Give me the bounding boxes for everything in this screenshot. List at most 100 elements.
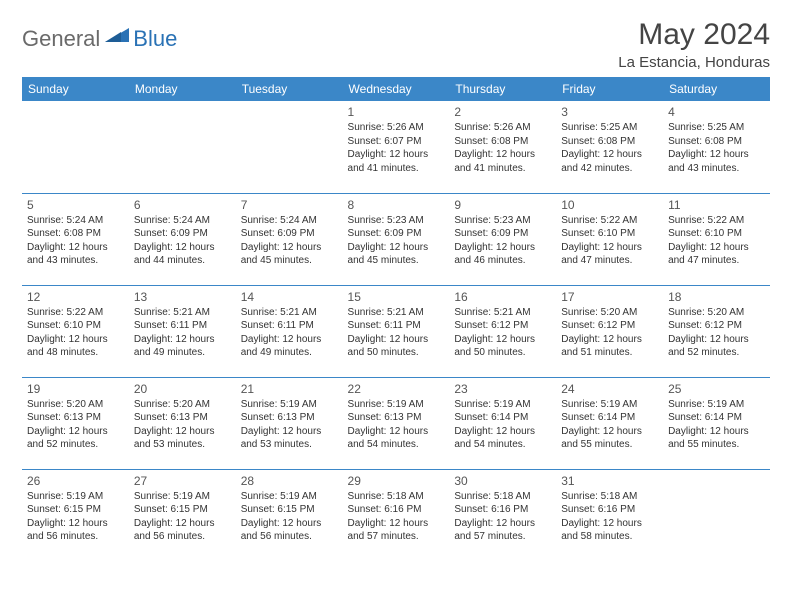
sunrise-line: Sunrise: 5:22 AM	[668, 214, 765, 228]
day-number: 11	[668, 198, 765, 212]
calendar-row: 26Sunrise: 5:19 AMSunset: 6:15 PMDayligh…	[22, 469, 770, 561]
sunset-line: Sunset: 6:07 PM	[348, 135, 445, 149]
day-details: Sunrise: 5:26 AMSunset: 6:08 PMDaylight:…	[454, 121, 551, 175]
daylight-line: Daylight: 12 hours and 41 minutes.	[348, 148, 445, 175]
day-details: Sunrise: 5:19 AMSunset: 6:15 PMDaylight:…	[27, 490, 124, 544]
calendar-cell: 5 Sunrise: 5:24 AMSunset: 6:08 PMDaylight…	[22, 193, 129, 285]
daylight-line: Daylight: 12 hours and 57 minutes.	[454, 517, 551, 544]
calendar-cell: 8Sunrise: 5:23 AMSunset: 6:09 PMDaylight…	[343, 193, 450, 285]
sunrise-line: Sunrise: 5:20 AM	[561, 306, 658, 320]
sunset-line: Sunset: 6:13 PM	[134, 411, 231, 425]
daylight-line: Daylight: 12 hours and 52 minutes.	[27, 425, 124, 452]
calendar-cell-empty	[129, 101, 236, 193]
sunset-line: Sunset: 6:09 PM	[134, 227, 231, 241]
day-details: Sunrise: 5:19 AMSunset: 6:13 PMDaylight:…	[241, 398, 338, 452]
sunrise-line: Sunrise: 5:24 AM	[27, 214, 124, 228]
calendar-header-row: SundayMondayTuesdayWednesdayThursdayFrid…	[22, 77, 770, 101]
sunset-line: Sunset: 6:15 PM	[134, 503, 231, 517]
calendar-cell: 27Sunrise: 5:19 AMSunset: 6:15 PMDayligh…	[129, 469, 236, 561]
title-block: May 2024 La Estancia, Honduras	[618, 18, 770, 71]
sunset-line: Sunset: 6:12 PM	[668, 319, 765, 333]
sunset-line: Sunset: 6:14 PM	[561, 411, 658, 425]
sunrise-line: Sunrise: 5:18 AM	[454, 490, 551, 504]
sunset-line: Sunset: 6:11 PM	[134, 319, 231, 333]
day-number: 24	[561, 382, 658, 396]
sunset-line: Sunset: 6:09 PM	[454, 227, 551, 241]
daylight-line: Daylight: 12 hours and 58 minutes.	[561, 517, 658, 544]
calendar-cell: 28Sunrise: 5:19 AMSunset: 6:15 PMDayligh…	[236, 469, 343, 561]
day-details: Sunrise: 5:18 AMSunset: 6:16 PMDaylight:…	[454, 490, 551, 544]
day-details: Sunrise: 5:22 AMSunset: 6:10 PMDaylight:…	[561, 214, 658, 268]
daylight-line: Daylight: 12 hours and 49 minutes.	[241, 333, 338, 360]
daylight-line: Daylight: 12 hours and 47 minutes.	[561, 241, 658, 268]
sunset-line: Sunset: 6:12 PM	[454, 319, 551, 333]
day-number: 19	[27, 382, 124, 396]
day-details: Sunrise: 5:21 AMSunset: 6:11 PMDaylight:…	[134, 306, 231, 360]
daylight-line: Daylight: 12 hours and 55 minutes.	[668, 425, 765, 452]
weekday-header: Sunday	[22, 77, 129, 101]
daylight-line: Daylight: 12 hours and 47 minutes.	[668, 241, 765, 268]
day-number: 8	[348, 198, 445, 212]
brand-part2: Blue	[133, 26, 177, 52]
weekday-header: Saturday	[663, 77, 770, 101]
day-number: 15	[348, 290, 445, 304]
sunset-line: Sunset: 6:09 PM	[241, 227, 338, 241]
day-details: Sunrise: 5:24 AMSunset: 6:08 PMDaylight:…	[27, 214, 124, 268]
day-number: 6	[134, 198, 231, 212]
brand-triangle-icon	[105, 26, 131, 49]
calendar-cell: 9Sunrise: 5:23 AMSunset: 6:09 PMDaylight…	[449, 193, 556, 285]
daylight-line: Daylight: 12 hours and 51 minutes.	[561, 333, 658, 360]
day-number: 21	[241, 382, 338, 396]
day-details: Sunrise: 5:22 AMSunset: 6:10 PMDaylight:…	[668, 214, 765, 268]
sunrise-line: Sunrise: 5:19 AM	[454, 398, 551, 412]
daylight-line: Daylight: 12 hours and 48 minutes.	[27, 333, 124, 360]
day-details: Sunrise: 5:21 AMSunset: 6:11 PMDaylight:…	[348, 306, 445, 360]
calendar-cell: 7Sunrise: 5:24 AMSunset: 6:09 PMDaylight…	[236, 193, 343, 285]
calendar-cell: 24Sunrise: 5:19 AMSunset: 6:14 PMDayligh…	[556, 377, 663, 469]
calendar-cell: 30Sunrise: 5:18 AMSunset: 6:16 PMDayligh…	[449, 469, 556, 561]
calendar-cell: 20Sunrise: 5:20 AMSunset: 6:13 PMDayligh…	[129, 377, 236, 469]
sunrise-line: Sunrise: 5:26 AM	[454, 121, 551, 135]
calendar-cell: 2Sunrise: 5:26 AMSunset: 6:08 PMDaylight…	[449, 101, 556, 193]
day-details: Sunrise: 5:20 AMSunset: 6:13 PMDaylight:…	[27, 398, 124, 452]
sunrise-line: Sunrise: 5:23 AM	[454, 214, 551, 228]
day-details: Sunrise: 5:19 AMSunset: 6:14 PMDaylight:…	[668, 398, 765, 452]
calendar-cell: 11 Sunrise: 5:22 AMSunset: 6:10 PMDayligh…	[663, 193, 770, 285]
calendar-cell: 16Sunrise: 5:21 AMSunset: 6:12 PMDayligh…	[449, 285, 556, 377]
weekday-header: Monday	[129, 77, 236, 101]
sunrise-line: Sunrise: 5:19 AM	[134, 490, 231, 504]
calendar-cell: 23Sunrise: 5:19 AMSunset: 6:14 PMDayligh…	[449, 377, 556, 469]
day-details: Sunrise: 5:23 AMSunset: 6:09 PMDaylight:…	[454, 214, 551, 268]
day-number: 4	[668, 105, 765, 119]
brand-part1: General	[22, 26, 100, 52]
daylight-line: Daylight: 12 hours and 43 minutes.	[27, 241, 124, 268]
sunrise-line: Sunrise: 5:19 AM	[668, 398, 765, 412]
sunrise-line: Sunrise: 5:26 AM	[348, 121, 445, 135]
day-number: 26	[27, 474, 124, 488]
calendar-cell-empty	[663, 469, 770, 561]
day-number: 25	[668, 382, 765, 396]
day-details: Sunrise: 5:25 AMSunset: 6:08 PMDaylight:…	[668, 121, 765, 175]
daylight-line: Daylight: 12 hours and 42 minutes.	[561, 148, 658, 175]
daylight-line: Daylight: 12 hours and 57 minutes.	[348, 517, 445, 544]
sunset-line: Sunset: 6:16 PM	[561, 503, 658, 517]
sunset-line: Sunset: 6:10 PM	[561, 227, 658, 241]
day-details: Sunrise: 5:25 AMSunset: 6:08 PMDaylight:…	[561, 121, 658, 175]
day-details: Sunrise: 5:19 AMSunset: 6:13 PMDaylight:…	[348, 398, 445, 452]
daylight-line: Daylight: 12 hours and 56 minutes.	[241, 517, 338, 544]
daylight-line: Daylight: 12 hours and 52 minutes.	[668, 333, 765, 360]
sunset-line: Sunset: 6:13 PM	[27, 411, 124, 425]
day-number: 7	[241, 198, 338, 212]
day-details: Sunrise: 5:22 AMSunset: 6:10 PMDaylight:…	[27, 306, 124, 360]
sunset-line: Sunset: 6:16 PM	[348, 503, 445, 517]
day-number: 10	[561, 198, 658, 212]
calendar-cell-empty	[22, 101, 129, 193]
day-number: 17	[561, 290, 658, 304]
day-number: 5	[27, 198, 124, 212]
daylight-line: Daylight: 12 hours and 50 minutes.	[454, 333, 551, 360]
weekday-header: Tuesday	[236, 77, 343, 101]
sunrise-line: Sunrise: 5:20 AM	[27, 398, 124, 412]
daylight-line: Daylight: 12 hours and 45 minutes.	[348, 241, 445, 268]
calendar-cell: 3Sunrise: 5:25 AMSunset: 6:08 PMDaylight…	[556, 101, 663, 193]
sunset-line: Sunset: 6:15 PM	[27, 503, 124, 517]
